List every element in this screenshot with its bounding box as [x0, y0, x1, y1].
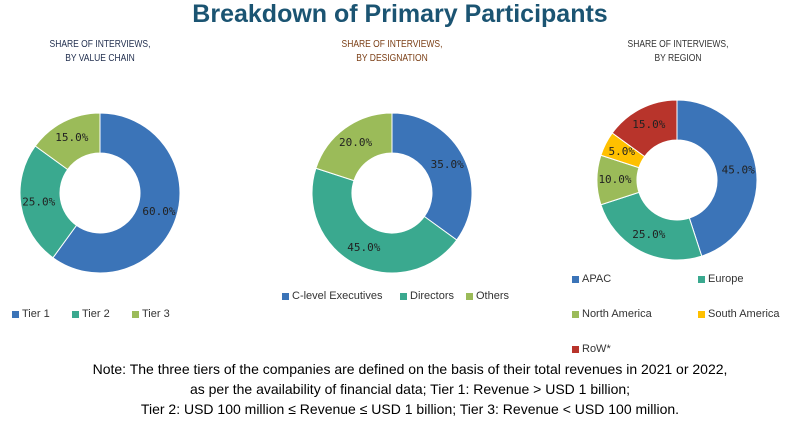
chart2-legend-item: C-level Executives [282, 290, 382, 302]
chart3-legend-item: Europe [698, 273, 743, 285]
legend-label: Others [476, 290, 510, 302]
chart1-legend-item: Tier 3 [132, 308, 170, 320]
legend-swatch [400, 292, 407, 300]
legend-label: C-level Executives [292, 290, 383, 302]
chart3-legend-item: RoW* [572, 343, 611, 355]
chart2-data-label: 20.0% [339, 136, 372, 149]
legend-swatch [698, 310, 705, 318]
legend-label: South America [708, 308, 780, 320]
chart2-legend-item: Directors [400, 290, 454, 302]
chart3-data-label: 25.0% [632, 228, 665, 241]
chart2-title-line2: BY DESIGNATION [356, 53, 428, 64]
chart3-title-line1: SHARE OF INTERVIEWS, [627, 39, 729, 50]
legend-label: Directors [410, 290, 455, 302]
legend-label: Tier 1 [22, 308, 50, 320]
legend-swatch [282, 292, 289, 300]
chart3-data-label: 10.0% [598, 173, 631, 186]
chart3-data-label: 45.0% [722, 163, 755, 176]
legend-label: Tier 3 [142, 308, 170, 320]
chart2-title: SHARE OF INTERVIEWS, BY DESIGNATION [307, 38, 477, 66]
footnote-line2: as per the availability of financial dat… [189, 381, 631, 397]
chart3-legend-item: South America [698, 308, 780, 320]
chart2-slice-others [315, 112, 393, 182]
chart1-legend-item: Tier 1 [12, 308, 50, 320]
chart1-data-label: 15.0% [55, 131, 88, 144]
legend-label: Tier 2 [82, 308, 110, 320]
legend-label: APAC [582, 273, 612, 285]
legend-swatch [698, 275, 705, 283]
legend-swatch [572, 345, 579, 353]
chart2-slice-c-level-executives [391, 112, 473, 241]
legend-label: Europe [708, 273, 744, 285]
legend-swatch [132, 310, 139, 318]
legend-swatch [572, 310, 579, 318]
chart1-title-line1: SHARE OF INTERVIEWS, [49, 39, 151, 50]
footnote-line3: Tier 2: USD 100 million ≤ Revenue ≤ USD … [140, 401, 680, 417]
chart1-data-label: 25.0% [22, 196, 55, 209]
footnote: Note: The three tiers of the companies a… [20, 359, 800, 419]
chart2-title-line1: SHARE OF INTERVIEWS, [341, 39, 443, 50]
chart3-legend-item: APAC [572, 273, 611, 285]
chart2-data-label: 35.0% [431, 158, 464, 171]
figure-title: Breakdown of Primary Participants [192, 0, 608, 28]
chart1-legend-item: Tier 2 [72, 308, 110, 320]
chart2-legend-item: Others [466, 290, 509, 302]
chart1-slice-tier-3 [34, 112, 101, 171]
legend-swatch [72, 310, 79, 318]
chart3-legend-item: North America [572, 308, 652, 320]
chart1-slice-tier-2 [19, 145, 78, 259]
chart3-slice-row- [611, 99, 678, 158]
chart1-title-line2: BY VALUE CHAIN [65, 53, 135, 64]
chart3-slice-apac [676, 99, 758, 257]
chart1-title: SHARE OF INTERVIEWS, BY VALUE CHAIN [15, 38, 185, 66]
legend-label: North America [582, 308, 652, 320]
legend-swatch [466, 292, 473, 300]
chart3-data-label: 5.0% [609, 145, 636, 158]
legend-swatch [572, 275, 579, 283]
legend-swatch [12, 310, 19, 318]
chart1-data-label: 60.0% [142, 205, 175, 218]
chart1-slice-tier-1 [52, 112, 181, 274]
chart2-slice-directors [311, 167, 458, 274]
chart3-data-label: 15.0% [632, 118, 665, 131]
legend-label: RoW* [582, 343, 611, 355]
footnote-line1: Note: The three tiers of the companies a… [92, 361, 728, 377]
chart3-title-line2: BY REGION [654, 53, 702, 64]
chart2-data-label: 45.0% [347, 241, 380, 254]
chart3-slice-europe [600, 191, 703, 261]
chart3-title: SHARE OF INTERVIEWS, BY REGION [593, 38, 763, 66]
